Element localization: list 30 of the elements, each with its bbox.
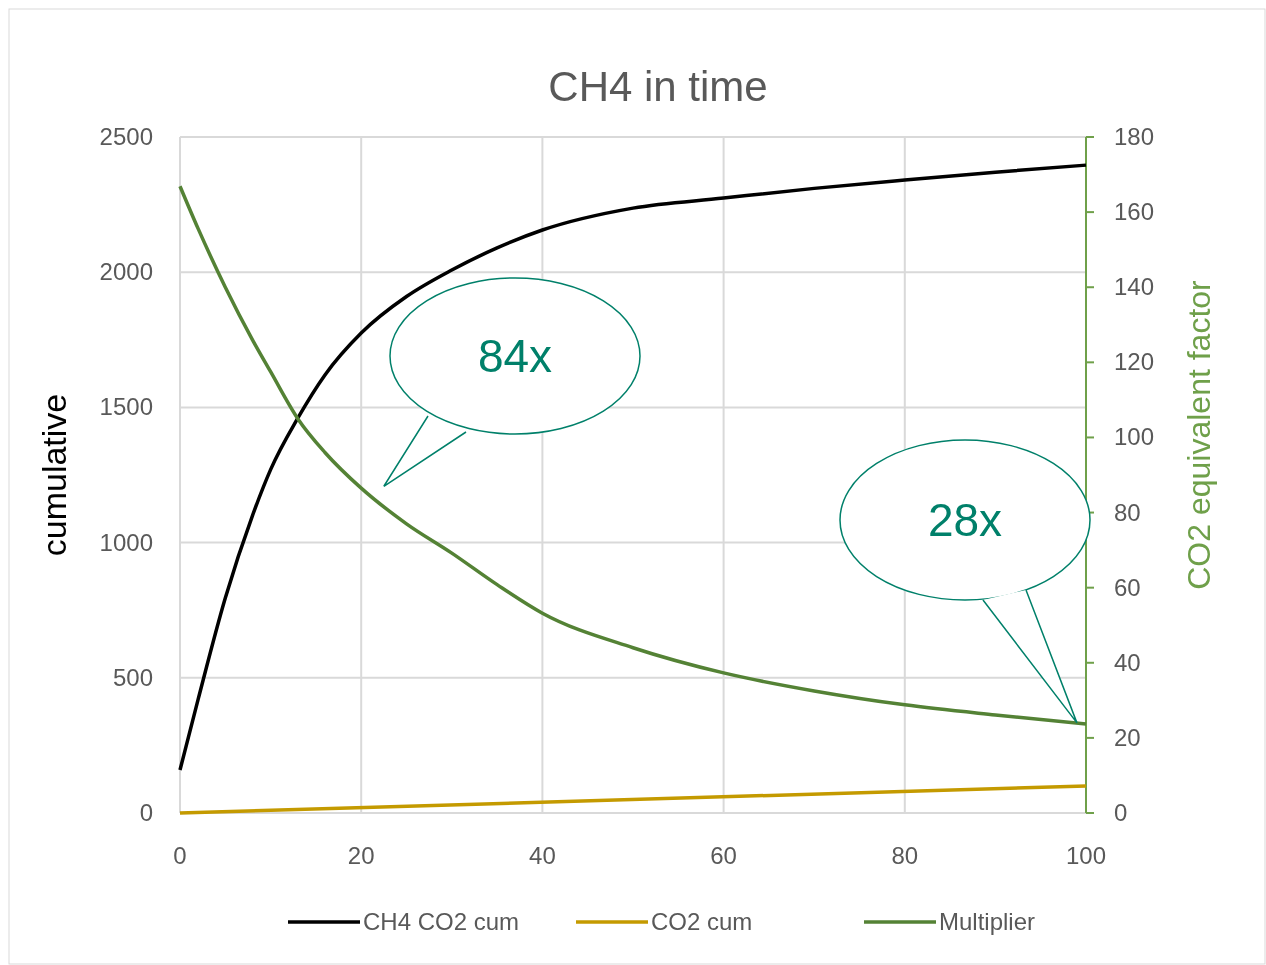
y-tick-label: 2500 [99,123,153,150]
y2-tick-label: 100 [1114,423,1155,451]
x-tick-label: 60 [710,842,737,869]
y2-axis-title: CO2 equivalent factor [1181,279,1217,590]
y-tick-label: 1500 [99,393,153,421]
y2-tick-label: 180 [1114,123,1155,150]
x-tick-label: 40 [529,842,556,869]
y-tick-label: 500 [112,663,153,691]
annotation: 84x [477,330,553,382]
chart-title: CH4 in time [548,63,768,110]
x-tick-label: 0 [173,842,187,869]
y-tick-label: 2000 [99,258,153,286]
y-axis-title: cumulative [35,393,73,557]
x-tick-label: 100 [1065,842,1107,869]
y2-tick-label: 140 [1114,273,1155,301]
y2-tick-label: 160 [1114,198,1155,226]
annotation: 28x [927,494,1003,546]
x-tick-label: 20 [347,842,375,869]
x-tick-label: 80 [891,842,919,869]
legend-label: CH4 CO2 cum [363,908,520,935]
y-tick-label: 1000 [99,528,153,556]
legend-label: Multiplier [939,908,1036,935]
y2-tick-label: 60 [1114,573,1141,601]
y-tick-label: 0 [139,799,153,826]
y2-tick-label: 0 [1114,799,1128,826]
y2-tick-label: 20 [1114,723,1141,751]
legend-label: CO2 cum [651,908,753,935]
y2-tick-label: 120 [1114,348,1155,376]
y2-tick-label: 80 [1114,498,1141,526]
y2-tick-label: 40 [1114,648,1141,676]
